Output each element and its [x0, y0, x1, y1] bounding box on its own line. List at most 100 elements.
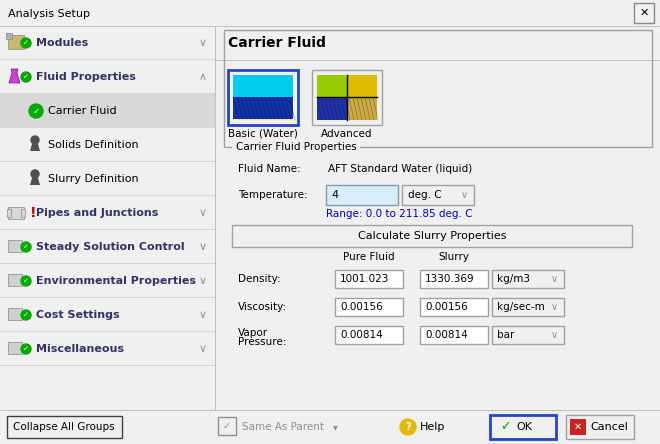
Bar	[0, 0, 660, 26]
Text: Carrier Fluid: Carrier Fluid	[228, 36, 326, 50]
Bar	[7, 209, 11, 217]
Bar	[232, 146, 360, 149]
Text: ∨: ∨	[199, 208, 207, 218]
Bar	[0, 229, 215, 230]
Circle shape	[31, 170, 39, 178]
Text: Slurry Definition: Slurry Definition	[48, 174, 139, 184]
Circle shape	[21, 276, 31, 286]
Text: Fluid Name:: Fluid Name:	[238, 164, 300, 174]
Text: kg/sec-m: kg/sec-m	[497, 302, 544, 312]
Bar	[8, 35, 24, 49]
Text: ✓: ✓	[223, 421, 231, 431]
Bar	[492, 298, 564, 316]
Text: ✓: ✓	[500, 420, 510, 433]
Text: ∨: ∨	[199, 310, 207, 320]
Text: ✓: ✓	[32, 107, 40, 115]
Text: ✓: ✓	[23, 312, 29, 318]
Text: Miscellaneous: Miscellaneous	[36, 344, 124, 354]
Bar	[8, 274, 22, 286]
Bar	[347, 75, 377, 97]
Bar	[233, 75, 293, 97]
Text: !: !	[30, 206, 36, 220]
Bar	[570, 419, 586, 435]
Text: 0.00814: 0.00814	[340, 330, 383, 340]
Circle shape	[21, 344, 31, 354]
Bar	[8, 342, 22, 354]
Bar	[215, 26, 216, 410]
Text: Analysis Setup: Analysis Setup	[8, 9, 90, 19]
Text: Calculate Slurry Properties: Calculate Slurry Properties	[358, 231, 506, 241]
Text: ?: ?	[405, 422, 411, 432]
Text: kg/m3: kg/m3	[497, 274, 530, 284]
Circle shape	[21, 72, 31, 82]
Text: 0.00156: 0.00156	[425, 302, 468, 312]
Text: ∨: ∨	[550, 274, 558, 284]
Bar	[420, 298, 488, 316]
Text: ∨: ∨	[550, 302, 558, 312]
Circle shape	[29, 104, 43, 118]
Bar	[8, 240, 22, 252]
Bar	[21, 209, 25, 217]
Bar	[0, 410, 660, 444]
Bar	[420, 326, 488, 344]
Bar	[317, 75, 347, 97]
Text: ✕: ✕	[640, 8, 649, 18]
Bar	[8, 207, 24, 219]
Bar	[634, 3, 654, 23]
Text: Steady Solution Control: Steady Solution Control	[36, 242, 185, 252]
Circle shape	[21, 310, 31, 320]
Text: Carrier Fluid Properties: Carrier Fluid Properties	[236, 142, 357, 152]
Bar	[0, 93, 215, 94]
Bar	[224, 30, 652, 147]
Text: Slurry: Slurry	[438, 252, 469, 262]
Text: ∨: ∨	[461, 190, 467, 200]
Text: Help: Help	[420, 422, 446, 432]
Text: ✓: ✓	[23, 74, 29, 80]
Bar	[335, 326, 403, 344]
Text: Cost Settings: Cost Settings	[36, 310, 119, 320]
Circle shape	[31, 136, 39, 144]
Bar	[347, 97, 377, 120]
Bar	[7, 416, 122, 438]
Bar	[0, 263, 215, 264]
Text: 0.00156: 0.00156	[340, 302, 383, 312]
Text: 1330.369: 1330.369	[425, 274, 475, 284]
Text: Carrier Fluid: Carrier Fluid	[48, 106, 117, 116]
Bar	[420, 270, 488, 288]
Text: Range: 0.0 to 211.85 deg. C: Range: 0.0 to 211.85 deg. C	[326, 209, 473, 219]
Bar	[0, 26, 660, 27]
Bar	[0, 365, 215, 366]
Text: Environmental Properties: Environmental Properties	[36, 276, 196, 286]
Text: ∨: ∨	[199, 276, 207, 286]
Bar	[335, 298, 403, 316]
Text: ∨: ∨	[199, 344, 207, 354]
Text: Collapse All Groups: Collapse All Groups	[13, 422, 115, 432]
Text: 0.00814: 0.00814	[425, 330, 468, 340]
Text: ✓: ✓	[23, 40, 29, 46]
Text: Same As Parent: Same As Parent	[242, 422, 324, 432]
Text: Vapor: Vapor	[238, 328, 268, 338]
Text: ∨: ∨	[199, 242, 207, 252]
Bar	[216, 26, 660, 60]
Bar	[0, 127, 215, 128]
Text: ∨: ∨	[199, 38, 207, 48]
Bar	[6, 33, 12, 39]
Text: Solids Definition: Solids Definition	[48, 140, 139, 150]
Polygon shape	[9, 69, 20, 83]
Bar	[216, 60, 660, 61]
Bar	[0, 94, 215, 128]
Bar	[0, 195, 215, 196]
Text: Viscosity:: Viscosity:	[238, 302, 287, 312]
Bar	[218, 417, 236, 435]
Bar	[228, 70, 298, 125]
Bar	[317, 97, 347, 120]
Bar	[0, 26, 215, 410]
Text: OK: OK	[516, 422, 532, 432]
Text: Density:: Density:	[238, 274, 280, 284]
Bar	[0, 297, 215, 298]
Text: Pure Fluid: Pure Fluid	[343, 252, 395, 262]
Bar	[402, 185, 474, 205]
Bar	[216, 60, 660, 410]
Text: AFT Standard Water (liquid): AFT Standard Water (liquid)	[328, 164, 473, 174]
Circle shape	[21, 242, 31, 252]
